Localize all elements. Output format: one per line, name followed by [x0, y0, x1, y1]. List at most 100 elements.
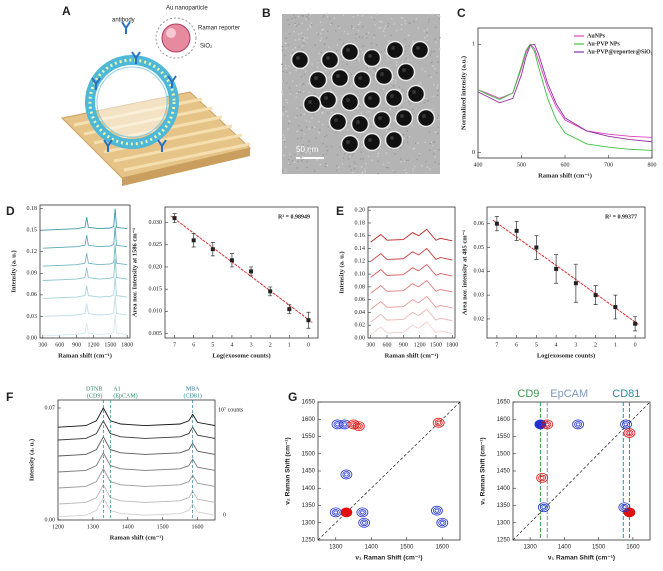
contour-ring [340, 469, 353, 480]
noise [432, 65, 434, 67]
noise [347, 32, 349, 35]
y-tick-label: 0.005 [149, 331, 163, 337]
contour-ring [625, 429, 634, 437]
noise [412, 108, 414, 111]
y-tick-label: 0.02 [355, 323, 366, 329]
noise [306, 160, 308, 163]
noise [343, 153, 346, 155]
noise [406, 130, 409, 132]
noise [428, 168, 431, 171]
noise [338, 26, 341, 29]
noise [336, 154, 339, 156]
x-tick-label: 4 [230, 342, 233, 348]
noise [297, 153, 299, 155]
noise [337, 25, 340, 28]
noise [371, 159, 373, 161]
noise [377, 152, 380, 155]
nanoparticle-core [346, 98, 350, 102]
noise [300, 75, 303, 78]
x-axis-label: Raman shift (cm⁻¹) [385, 352, 439, 359]
contour-ring [620, 419, 632, 430]
noise [384, 34, 386, 37]
noise [385, 130, 388, 132]
noise [307, 82, 310, 85]
contour-ring [333, 510, 339, 515]
noise [382, 163, 385, 166]
noise [414, 142, 417, 145]
noise [321, 29, 323, 31]
annotation-sublabel: (CD9) [87, 392, 102, 399]
y-tick-label: 0.14 [355, 246, 366, 252]
x-axis-label: ν₁ Raman Shift (cm⁻¹) [355, 555, 422, 562]
noise [320, 37, 323, 39]
nanoparticle-core [412, 90, 416, 94]
noise [373, 74, 375, 76]
x-axis-label: Raman shift (cm⁻¹) [110, 534, 164, 541]
contour-ring [623, 428, 636, 438]
x-tick-label: 1400 [365, 545, 379, 551]
x-tick-label: 1500 [104, 342, 116, 348]
x-tick-label: 1400 [122, 524, 134, 530]
noise [287, 18, 289, 21]
noise [326, 15, 329, 18]
noise [367, 155, 370, 158]
silica-shell [155, 17, 197, 59]
noise [289, 92, 292, 95]
noise [298, 124, 301, 127]
noise [289, 163, 291, 166]
y-tick-label: 0.06 [474, 221, 485, 227]
nanoparticle-core [422, 114, 426, 118]
noise [284, 146, 287, 148]
y-tick-label: 0.00 [27, 335, 38, 341]
noise [326, 13, 328, 15]
noise [308, 121, 311, 123]
noise [330, 111, 332, 114]
noise [395, 79, 397, 81]
y-tick-label: 1350 [497, 503, 511, 509]
noise [306, 15, 308, 18]
y-tick-label: 1500 [302, 451, 316, 457]
chart: F 1200 1300 1400 1500 1600 0.00 0.07 Raman shift… [6, 386, 244, 541]
noise [289, 154, 292, 156]
noise [302, 42, 304, 44]
noise [431, 13, 433, 16]
noise [412, 168, 414, 170]
noise [305, 126, 308, 128]
data-point [249, 269, 254, 274]
noise [283, 106, 285, 109]
contour-ring [342, 471, 351, 478]
y-tick-label: 0.05 [474, 245, 485, 251]
noise [364, 170, 367, 173]
y-tick-label: 1550 [497, 434, 511, 440]
noise [410, 44, 412, 46]
noise [430, 61, 433, 64]
noise [318, 120, 320, 123]
noise [388, 40, 390, 42]
noise [400, 161, 402, 163]
noise [358, 57, 360, 60]
noise [413, 165, 416, 168]
noise [425, 160, 428, 163]
noise [400, 17, 403, 19]
y-axis-label: Area nor. Intensity at 1586 cm⁻¹ [131, 228, 138, 317]
noise [287, 158, 290, 161]
sensor-chip-edge [122, 148, 250, 186]
noise [373, 18, 376, 21]
noise [350, 85, 353, 87]
noise [430, 76, 433, 79]
data-point [573, 281, 578, 286]
contour-ring [536, 472, 549, 483]
noise [355, 59, 358, 62]
noise [379, 147, 382, 149]
noise [388, 128, 391, 131]
noise [429, 52, 431, 55]
noise [360, 140, 363, 143]
noise [373, 34, 376, 36]
chart: C 400 500 600 700 800 0 1 Raman shift (cm⁻¹) Norm… [457, 6, 657, 179]
noise [327, 125, 329, 128]
plot-frame [367, 206, 456, 339]
x-tick-label: 0 [634, 342, 637, 348]
noise [386, 25, 389, 27]
x-tick-label: 1200 [414, 342, 426, 348]
scale-bar-label: 50 nm [296, 145, 319, 154]
